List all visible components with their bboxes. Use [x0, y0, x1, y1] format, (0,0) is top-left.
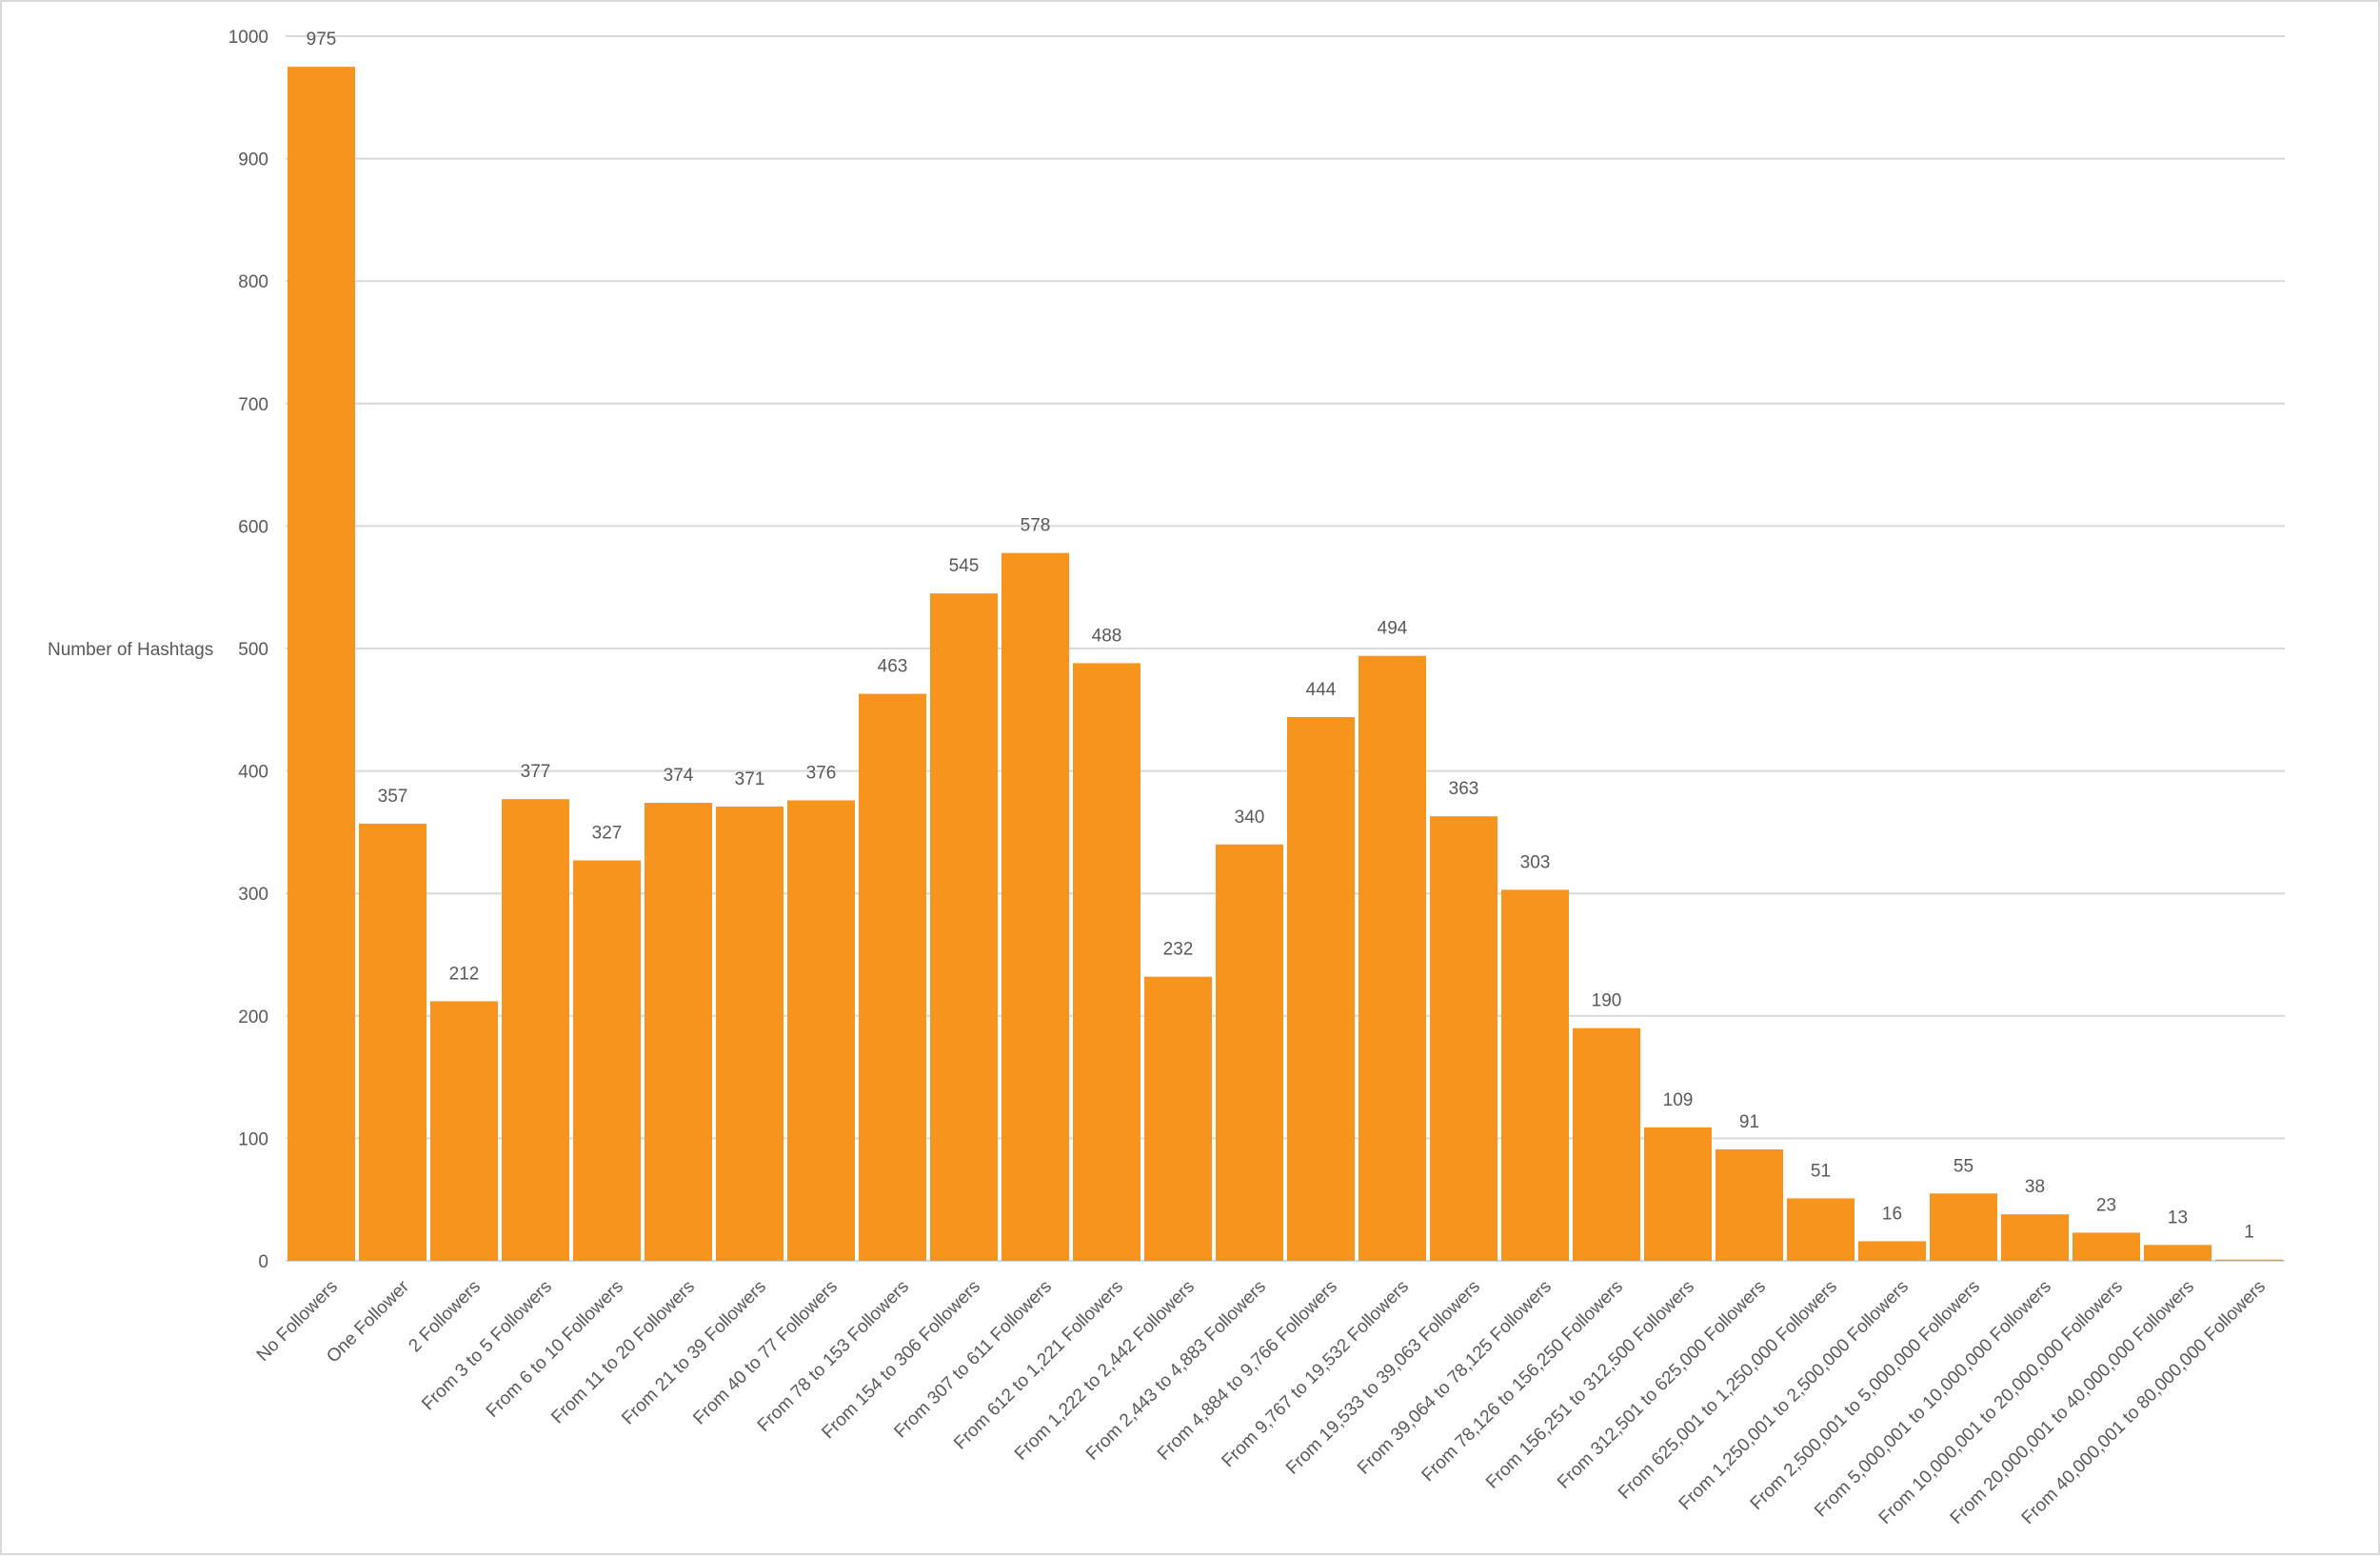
- bar: [1930, 1193, 1997, 1261]
- bar: [1644, 1127, 1712, 1261]
- x-tick-label: From 40,000,001 to 80,000,000 Followers: [2018, 1277, 2270, 1528]
- y-tick-label: 1000: [228, 28, 268, 48]
- data-label: 327: [592, 823, 623, 843]
- data-label: 494: [1378, 619, 1408, 639]
- data-label: 463: [878, 657, 908, 677]
- x-tick-label: From 20,000,001 to 40,000,000 Followers: [1947, 1277, 2198, 1528]
- bar: [645, 803, 712, 1261]
- y-tick-label: 900: [238, 150, 268, 170]
- bar: [859, 693, 926, 1261]
- bar: [288, 67, 355, 1261]
- bar: [430, 1001, 498, 1261]
- bar: [1430, 816, 1497, 1261]
- y-tick-label: 300: [238, 885, 268, 905]
- bars: [288, 67, 2283, 1261]
- bar: [1287, 717, 1355, 1261]
- x-tick-label: From 21 to 39 Followers: [618, 1277, 770, 1429]
- bar: [1144, 976, 1212, 1261]
- data-label: 376: [806, 763, 837, 783]
- x-tick-label: From 6 to 10 Followers: [483, 1277, 627, 1422]
- data-label: 51: [1811, 1161, 1831, 1181]
- data-label: 363: [1449, 779, 1479, 799]
- bar: [1573, 1028, 1640, 1261]
- data-label: 55: [1954, 1156, 1973, 1176]
- x-tick-label: 2 Followers: [405, 1277, 485, 1357]
- data-label: 444: [1306, 680, 1337, 700]
- x-tick-label: From 10,000,001 to 20,000,000 Followers: [1875, 1277, 2127, 1528]
- y-tick-label: 200: [238, 1008, 268, 1028]
- data-label: 109: [1663, 1090, 1694, 1110]
- data-label: 488: [1092, 626, 1122, 646]
- x-tick-label: From 11 to 20 Followers: [547, 1277, 699, 1428]
- data-label: 16: [1882, 1204, 1902, 1224]
- y-tick-label: 800: [238, 272, 268, 292]
- y-axis-title: Number of Hashtags: [48, 640, 213, 660]
- data-label: 212: [449, 964, 480, 984]
- data-label: 545: [949, 556, 980, 576]
- data-label: 371: [735, 769, 765, 789]
- y-tick-label: 400: [238, 763, 268, 783]
- data-label: 91: [1739, 1112, 1759, 1132]
- data-label: 13: [2168, 1208, 2188, 1228]
- bar: [502, 799, 569, 1261]
- bar: [2073, 1232, 2140, 1261]
- data-label: 377: [521, 762, 551, 782]
- bar: [1359, 655, 1426, 1261]
- bar: [1501, 889, 1569, 1261]
- x-tick-label: From 40 to 77 Followers: [689, 1277, 842, 1429]
- data-label: 340: [1235, 808, 1265, 828]
- data-label: 23: [2096, 1195, 2116, 1215]
- data-label: 190: [1592, 991, 1622, 1011]
- y-tick-label: 700: [238, 395, 268, 415]
- y-tick-label: 600: [238, 517, 268, 537]
- bar: [716, 806, 783, 1261]
- data-label: 975: [307, 30, 337, 50]
- bar: [1216, 844, 1283, 1261]
- y-axis-ticks: 0 100 200 300 400 500 600 700 800 900 1000: [228, 28, 268, 1272]
- y-tick-label: 500: [238, 640, 268, 660]
- bar: [1002, 552, 1069, 1261]
- data-label: 374: [664, 766, 694, 786]
- data-label: 38: [2025, 1177, 2045, 1197]
- y-tick-label: 100: [238, 1129, 268, 1149]
- bar: [930, 593, 998, 1261]
- bar: [2144, 1245, 2211, 1261]
- y-tick-label: 0: [258, 1252, 268, 1272]
- bar: [1073, 663, 1140, 1261]
- data-label: 232: [1163, 940, 1194, 960]
- bar: [2001, 1214, 2069, 1261]
- data-label: 578: [1021, 516, 1051, 536]
- bar: [1858, 1241, 1926, 1261]
- bar: [359, 823, 426, 1261]
- bar: [573, 860, 641, 1261]
- x-tick-label: From 78 to 153 Followers: [754, 1277, 913, 1436]
- bar: [2215, 1259, 2283, 1261]
- bar: [1787, 1198, 1854, 1261]
- bar: [787, 800, 855, 1261]
- bar: [1716, 1148, 1783, 1261]
- data-label: 303: [1520, 852, 1551, 872]
- x-tick-label: From 3 to 5 Followers: [418, 1277, 556, 1415]
- data-label: 1: [2244, 1223, 2254, 1243]
- data-label: 357: [378, 787, 408, 807]
